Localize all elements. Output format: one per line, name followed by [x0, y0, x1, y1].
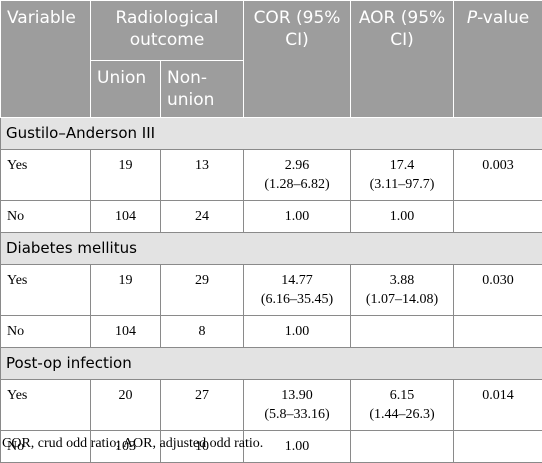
cell: No: [1, 316, 91, 348]
header-cell: Union: [91, 61, 161, 118]
cell: Yes: [1, 150, 91, 201]
cell-text: 1.00: [285, 209, 310, 224]
data-row: Yes 19 13 2.96 (1.28–6.82) 17.4 (3.11–97.7) 0.0…: [1, 150, 542, 201]
cell: 104: [91, 316, 161, 348]
cell-text: 27: [195, 388, 209, 403]
cell: 3.88 (1.07–14.08): [351, 265, 454, 316]
cell: Yes: [1, 380, 91, 431]
cell: 27: [161, 380, 244, 431]
header-text: -value: [477, 8, 529, 28]
cell-text: 13.90: [281, 388, 313, 403]
section-row: Diabetes mellitus: [1, 233, 542, 265]
cell-text: 19: [119, 273, 133, 288]
cell: 20: [91, 380, 161, 431]
cell: No: [1, 201, 91, 233]
cell-text: 104: [115, 209, 136, 224]
cell-text: 104: [115, 324, 136, 339]
data-row: No 104 8 1.00: [1, 316, 542, 348]
cell-text: 8: [199, 324, 206, 339]
cell-text: No: [7, 324, 24, 339]
header-cell: Variable: [1, 1, 91, 118]
header-cell: Radiological outcome: [91, 1, 244, 61]
section-title: Post-op infection: [1, 348, 542, 380]
cell-text: 24: [195, 209, 209, 224]
cell-text: No: [7, 209, 24, 224]
section-row: Post-op infection: [1, 348, 542, 380]
cell: 0.003: [454, 150, 542, 201]
header-text: P: [467, 8, 477, 28]
cell-text: 19: [119, 158, 133, 173]
cell: 2.96 (1.28–6.82): [244, 150, 351, 201]
cell: 1.00: [244, 316, 351, 348]
cell-text: Yes: [7, 273, 27, 288]
cell-text: 1.00: [285, 439, 310, 454]
section-title: Diabetes mellitus: [1, 233, 542, 265]
footnote: COR, crud odd ratio; AOR, adjusted odd r…: [2, 436, 263, 452]
cell: 1.00: [351, 201, 454, 233]
cell-text: (6.16–35.45): [261, 292, 333, 307]
section-row: Gustilo–Anderson III: [1, 118, 542, 150]
cell-text: 1.00: [390, 209, 415, 224]
cell: [454, 316, 542, 348]
table-body: Gustilo–Anderson III Yes 19 13 2.96 (1.28–6.8…: [1, 118, 542, 463]
cell: 29: [161, 265, 244, 316]
cell: 13: [161, 150, 244, 201]
header-cell: COR (95% CI): [244, 1, 351, 118]
cell-text: 14.77: [281, 273, 313, 288]
cell-text: 2.96: [285, 158, 310, 173]
header-cell: P-value: [454, 1, 542, 118]
cell: 0.014: [454, 380, 542, 431]
cell-text: Yes: [7, 388, 27, 403]
cell-text: 13: [195, 158, 209, 173]
cell-text: 29: [195, 273, 209, 288]
data-row: Yes 19 29 14.77 (6.16–35.45) 3.88 (1.07–14.08)…: [1, 265, 542, 316]
cell-text: 20: [119, 388, 133, 403]
cell: 6.15 (1.44–26.3): [351, 380, 454, 431]
cell-text: (1.44–26.3): [369, 407, 434, 422]
cell: 1.00: [244, 201, 351, 233]
cell: [351, 316, 454, 348]
cell-text: Yes: [7, 158, 27, 173]
data-row: No 104 24 1.00 1.00: [1, 201, 542, 233]
header-cell: AOR (95% CI): [351, 1, 454, 118]
cell: 104: [91, 201, 161, 233]
cell: 0.030: [454, 265, 542, 316]
cell-text: 1.00: [285, 324, 310, 339]
cell: 19: [91, 265, 161, 316]
cell: 24: [161, 201, 244, 233]
cell: 19: [91, 150, 161, 201]
cell: 14.77 (6.16–35.45): [244, 265, 351, 316]
header-cell: Non-union: [161, 61, 244, 118]
cell-text: 0.030: [482, 273, 514, 288]
cell-text: (5.8–33.16): [264, 407, 329, 422]
data-row: Yes 20 27 13.90 (5.8–33.16) 6.15 (1.44–26.3) 0.…: [1, 380, 542, 431]
cell: 13.90 (5.8–33.16): [244, 380, 351, 431]
section-title: Gustilo–Anderson III: [1, 118, 542, 150]
cell: 17.4 (3.11–97.7): [351, 150, 454, 201]
cell-text: (1.07–14.08): [366, 292, 438, 307]
cell-text: (3.11–97.7): [370, 177, 435, 192]
cell: Yes: [1, 265, 91, 316]
cell: [454, 431, 542, 463]
cell: [454, 201, 542, 233]
cell: 8: [161, 316, 244, 348]
cell-text: 17.4: [390, 158, 415, 173]
cell-text: (1.28–6.82): [264, 177, 329, 192]
cell: [351, 431, 454, 463]
cell-text: 3.88: [390, 273, 415, 288]
cell-text: 6.15: [390, 388, 415, 403]
cell-text: 0.003: [482, 158, 514, 173]
cell-text: 0.014: [482, 388, 514, 403]
